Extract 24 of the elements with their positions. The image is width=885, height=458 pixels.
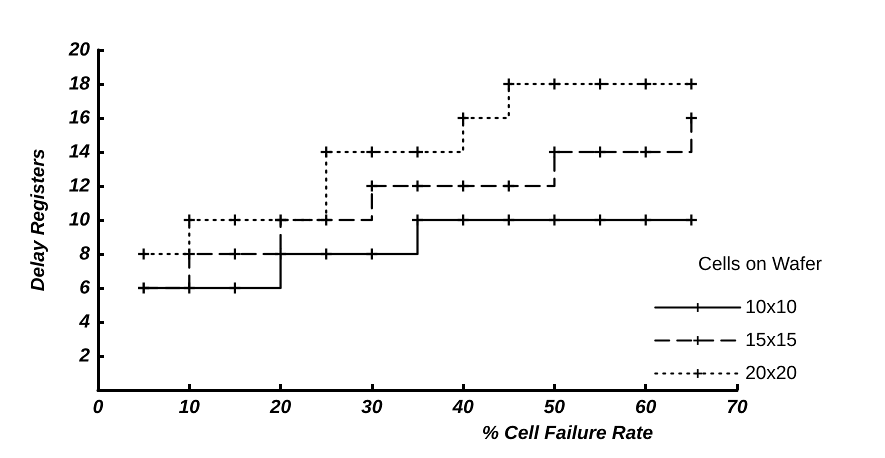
legend-label: 10x10 (745, 297, 798, 318)
x-tick-label: 60 (635, 397, 657, 418)
x-axis-title: % Cell Failure Rate (482, 423, 654, 444)
y-tick-label: 4 (78, 312, 90, 332)
y-tick-label: 18 (68, 74, 90, 94)
x-tick-label: 30 (361, 397, 383, 418)
y-axis-title: Delay Registers (28, 148, 49, 292)
y-tick-label: 10 (68, 210, 90, 230)
legend-label: 15x15 (745, 330, 798, 351)
x-tick-label: 20 (269, 397, 292, 418)
legend-title: Cells on Wafer (698, 254, 823, 275)
x-tick-label: 0 (92, 397, 104, 418)
legend-label: 20x20 (745, 363, 798, 384)
y-tick-label: 16 (68, 108, 90, 128)
x-tick-label: 10 (178, 397, 200, 418)
x-tick-label: 50 (544, 397, 566, 418)
x-tick-label: 40 (452, 397, 474, 418)
y-tick-label: 14 (68, 142, 90, 162)
y-tick-label: 2 (78, 346, 90, 366)
x-tick-label: 70 (726, 397, 748, 418)
y-tick-label: 6 (79, 278, 90, 298)
y-tick-label: 20 (68, 40, 90, 60)
y-tick-label: 8 (79, 244, 90, 264)
y-tick-label: 12 (68, 176, 90, 196)
